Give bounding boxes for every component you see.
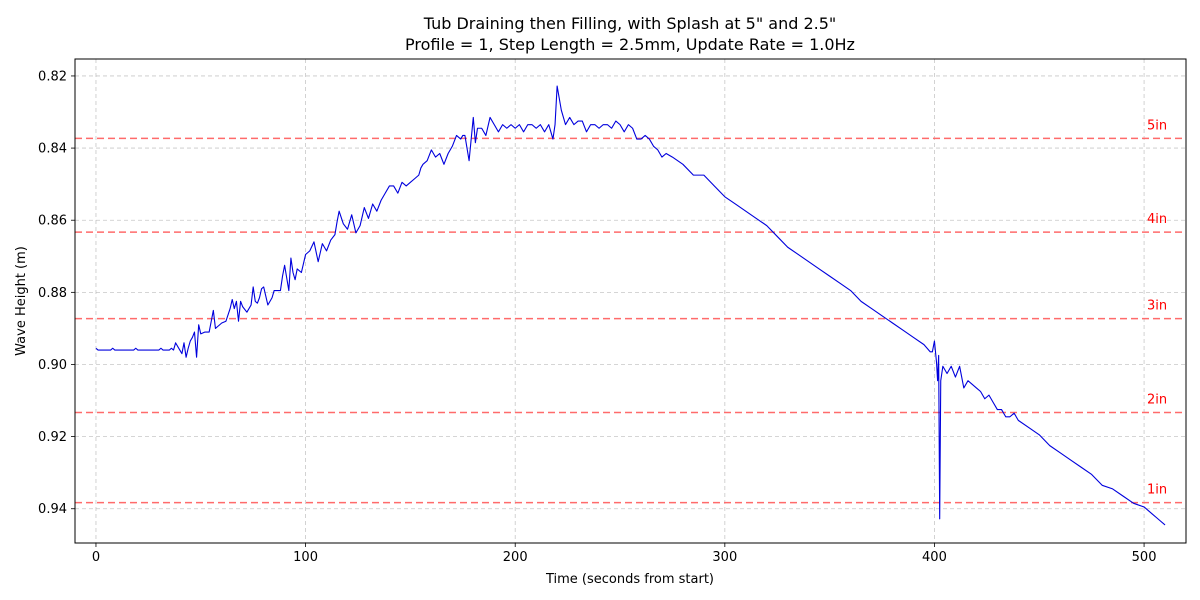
y-tick-label: 0.94 [38, 502, 67, 517]
reference-lines: 5in 4in 3in 2in 1in [75, 118, 1186, 504]
x-axis-label: Time (seconds from start) [545, 572, 714, 587]
chart-title-line2: Profile = 1, Step Length = 2.5mm, Update… [405, 35, 855, 54]
reference-label-5in: 5in [1147, 118, 1167, 133]
chart-title-line1: Tub Draining then Filling, with Splash a… [423, 14, 837, 33]
y-tick-label: 0.90 [38, 358, 67, 373]
series-layer [95, 85, 1166, 526]
wave-height-series-line [95, 85, 1166, 526]
x-tick-label: 100 [293, 550, 318, 565]
x-tick-label: 0 [92, 550, 100, 565]
x-tick-label: 300 [712, 550, 737, 565]
x-tick-label: 400 [922, 550, 947, 565]
reference-label-2in: 2in [1147, 392, 1167, 407]
reference-label-3in: 3in [1147, 299, 1167, 314]
x-tick-label: 500 [1132, 550, 1157, 565]
y-tick-label: 0.82 [38, 69, 67, 84]
y-axis-label: Wave Height (m) [14, 246, 29, 356]
y-tick-label: 0.86 [38, 214, 67, 229]
y-tick-label: 0.88 [38, 286, 67, 301]
reference-label-4in: 4in [1147, 212, 1167, 227]
y-tick-label: 0.92 [38, 430, 67, 445]
x-tick-label: 200 [503, 550, 528, 565]
reference-label-1in: 1in [1147, 483, 1167, 498]
axis-ticks: 0 100 200 300 400 500 0.82 0.84 0.86 0.88 0.90 0.92… [38, 69, 1156, 565]
plot-area-frame [74, 58, 1187, 544]
y-tick-label: 0.84 [38, 142, 67, 157]
grid [75, 59, 1186, 543]
